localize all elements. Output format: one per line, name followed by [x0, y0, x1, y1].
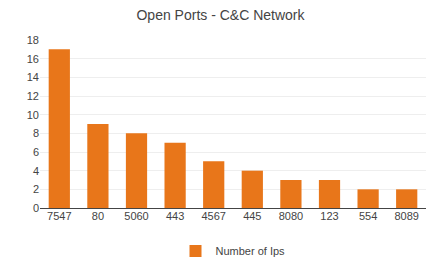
svg-text:8: 8 — [33, 127, 39, 139]
svg-text:18: 18 — [27, 34, 39, 46]
svg-text:Open Ports - C&C Network: Open Ports - C&C Network — [136, 7, 305, 23]
svg-text:554: 554 — [359, 210, 377, 222]
svg-text:8080: 8080 — [279, 210, 303, 222]
svg-text:443: 443 — [166, 210, 184, 222]
svg-text:6: 6 — [33, 146, 39, 158]
svg-text:10: 10 — [27, 109, 39, 121]
svg-text:123: 123 — [320, 210, 338, 222]
svg-text:5060: 5060 — [124, 210, 148, 222]
svg-text:8089: 8089 — [394, 210, 418, 222]
svg-text:Number of Ips: Number of Ips — [216, 245, 286, 257]
svg-text:80: 80 — [92, 210, 104, 222]
svg-text:2: 2 — [33, 183, 39, 195]
svg-text:7547: 7547 — [47, 210, 71, 222]
svg-text:16: 16 — [27, 53, 39, 65]
svg-text:445: 445 — [243, 210, 261, 222]
svg-text:12: 12 — [27, 90, 39, 102]
svg-text:4: 4 — [33, 165, 39, 177]
svg-text:0: 0 — [33, 202, 39, 214]
svg-text:4567: 4567 — [201, 210, 225, 222]
svg-text:14: 14 — [27, 71, 39, 83]
